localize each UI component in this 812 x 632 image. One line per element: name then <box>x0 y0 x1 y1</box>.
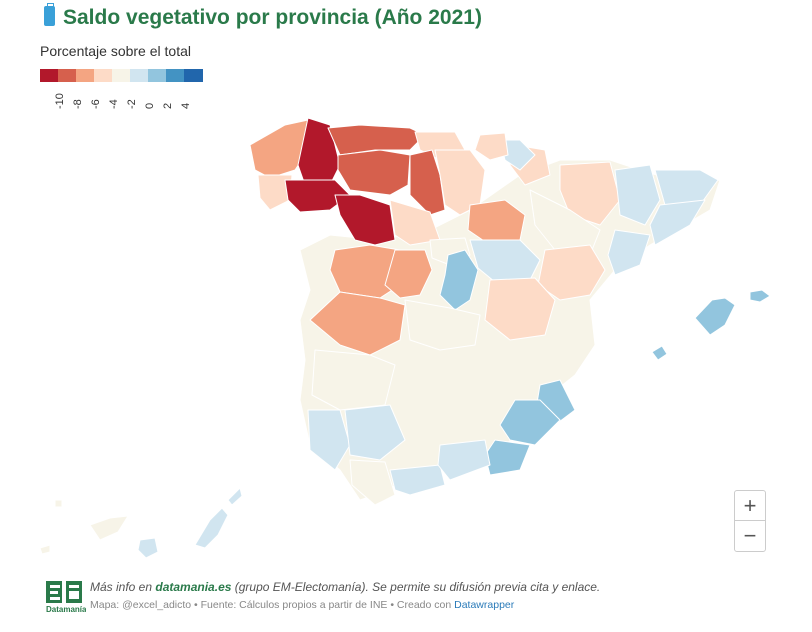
region-ibiza[interactable] <box>651 345 668 361</box>
region-menorca[interactable] <box>749 289 771 303</box>
region-cadiz[interactable] <box>349 459 396 506</box>
region-canarias-east[interactable] <box>137 487 243 559</box>
legend-swatch <box>148 69 167 82</box>
map-title-text: Saldo vegetativo por provincia (Año 2021… <box>63 6 482 29</box>
region-girona[interactable] <box>654 169 719 206</box>
logo-text: Datamanía <box>46 605 86 614</box>
legend-swatch <box>112 69 131 82</box>
footer-credits: Mapa: @excel_adicto • Fuente: Cálculos p… <box>90 599 514 611</box>
region-barcelona[interactable] <box>649 199 706 246</box>
legend-swatch <box>94 69 113 82</box>
region-badajoz[interactable] <box>311 349 396 411</box>
legend-swatch <box>130 69 149 82</box>
region-palencia[interactable] <box>409 149 446 216</box>
region-huelva[interactable] <box>307 409 351 471</box>
spain-map[interactable] <box>0 100 812 560</box>
zoom-out-button[interactable]: − <box>743 523 757 548</box>
map-title: Saldo vegetativo por provincia (Año 2021… <box>44 3 482 30</box>
region-cuenca[interactable] <box>484 277 556 341</box>
legend-swatch <box>76 69 95 82</box>
region-pais-vasco[interactable] <box>474 132 509 161</box>
region-ourense[interactable] <box>284 179 351 213</box>
legend-swatch <box>166 69 185 82</box>
zoom-in-button[interactable]: + <box>735 491 765 521</box>
region-lariojadistrict[interactable] <box>499 139 536 171</box>
region-caceres[interactable] <box>309 291 406 356</box>
region-valladolid[interactable] <box>389 199 441 246</box>
region-toledo[interactable] <box>404 299 481 351</box>
zoom-control: + − <box>734 490 766 552</box>
region-pontevedra[interactable] <box>257 174 293 211</box>
region-leon[interactable] <box>337 149 411 196</box>
footer-info: Más info en datamania.es (grupo EM-Elect… <box>90 580 600 594</box>
region-madrid[interactable] <box>439 249 479 311</box>
region-malaga[interactable] <box>389 464 446 496</box>
region-mallorca[interactable] <box>694 297 736 336</box>
region-huesca[interactable] <box>559 161 621 226</box>
datamania-logo: Datamanía <box>46 581 86 614</box>
region-cataluna-lleida[interactable] <box>614 164 661 226</box>
footer-credits-text: Mapa: @excel_adicto • Fuente: Cálculos p… <box>90 599 455 611</box>
datawrapper-link[interactable]: Datawrapper <box>454 599 515 611</box>
region-salamanca[interactable] <box>329 244 401 299</box>
footer-info-suffix: (grupo EM-Electomanía). Se permite su di… <box>231 580 601 594</box>
datamania-link[interactable]: datamania.es <box>155 580 232 594</box>
region-tarragona[interactable] <box>607 229 651 276</box>
legend-title: Porcentaje sobre el total <box>40 43 191 59</box>
region-canarias-west[interactable] <box>39 499 129 555</box>
region-almeria[interactable] <box>484 439 531 476</box>
region-zamora[interactable] <box>334 194 396 246</box>
legend-swatch <box>184 69 203 82</box>
region-sevilla[interactable] <box>344 404 406 461</box>
region-avila[interactable] <box>384 249 433 299</box>
region-granada[interactable] <box>437 439 491 481</box>
region-murcia[interactable] <box>499 399 561 446</box>
legend-swatch <box>58 69 77 82</box>
legend-swatch <box>40 69 59 82</box>
footer-info-prefix: Más info en <box>90 580 156 594</box>
luggage-icon <box>44 3 55 26</box>
